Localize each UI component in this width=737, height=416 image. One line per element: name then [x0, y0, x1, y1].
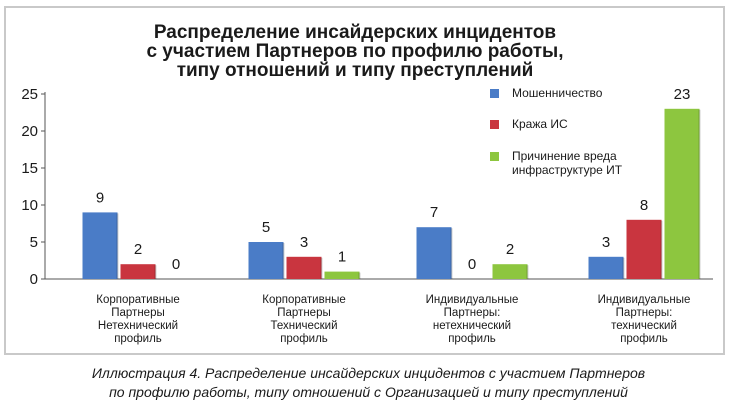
x-category-label: Партнеры:	[444, 307, 501, 319]
x-category-label: нетехнический	[433, 320, 511, 332]
bar	[492, 264, 528, 279]
bar	[416, 227, 452, 279]
bar-value-label: 0	[172, 256, 180, 273]
bar-value-label: 3	[300, 234, 308, 251]
bar	[286, 256, 322, 279]
x-category-label: Индивидуальные	[598, 294, 691, 306]
bar	[82, 212, 118, 279]
chart-title-line: типу отношений и типу преступлений	[177, 60, 534, 81]
bar-value-label: 3	[602, 234, 610, 251]
bar	[324, 271, 360, 279]
caption-line-1: Иллюстрация 4. Распределение инсайдерски…	[91, 365, 646, 381]
legend-swatch	[490, 120, 499, 129]
x-category-label: профиль	[280, 333, 328, 345]
x-category-label: Партнеры	[111, 307, 164, 319]
legend-label: Мошенничество	[512, 86, 603, 100]
chart-title-line: Распределение инсайдерских инцидентов	[154, 22, 556, 43]
bar	[664, 108, 700, 279]
x-category-label: Партнеры:	[616, 307, 673, 319]
bar	[588, 256, 624, 279]
legend-label: Кража ИС	[512, 117, 568, 131]
legend-label: Причинение вреда	[512, 149, 617, 163]
y-tick-label: 10	[21, 197, 38, 214]
figure-caption: Иллюстрация 4. Распределение инсайдерски…	[0, 364, 737, 402]
x-category-label: Индивидуальные	[426, 294, 519, 306]
bar-value-label: 7	[430, 204, 438, 221]
y-tick-label: 25	[21, 86, 38, 103]
bar-value-label: 2	[506, 241, 514, 258]
bar-value-label: 5	[262, 219, 270, 236]
x-category-label: профиль	[448, 333, 496, 345]
x-category-label: профиль	[114, 333, 162, 345]
legend-swatch	[490, 152, 499, 161]
x-category-label: профиль	[620, 333, 668, 345]
x-category-label: Партнеры	[277, 307, 330, 319]
bar-value-label: 23	[674, 86, 691, 103]
bar-value-label: 2	[134, 241, 142, 258]
bar	[120, 264, 156, 279]
bar	[626, 219, 662, 279]
chart-title-line: с участием Партнеров по профилю работы,	[146, 41, 563, 62]
legend-swatch	[490, 89, 499, 98]
x-category-label: Нетехнический	[98, 320, 178, 332]
y-tick-label: 5	[30, 234, 38, 251]
x-category-label: Технический	[270, 320, 337, 332]
x-category-label: технический	[611, 320, 677, 332]
bar-value-label: 8	[640, 197, 648, 214]
bar	[248, 242, 284, 279]
y-tick-label: 0	[30, 271, 38, 288]
chart-frame	[4, 6, 725, 355]
legend-label: инфраструктуре ИТ	[512, 163, 623, 177]
caption-line-2: по профилю работы, типу отношений с Орга…	[109, 384, 628, 400]
bar-value-label: 1	[338, 249, 346, 266]
x-category-label: Корпоративные	[262, 294, 345, 306]
y-tick-label: 20	[21, 123, 38, 140]
y-tick-label: 15	[21, 160, 38, 177]
x-category-label: Корпоративные	[96, 294, 179, 306]
bar-value-label: 0	[468, 256, 476, 273]
bar-value-label: 9	[96, 189, 104, 206]
